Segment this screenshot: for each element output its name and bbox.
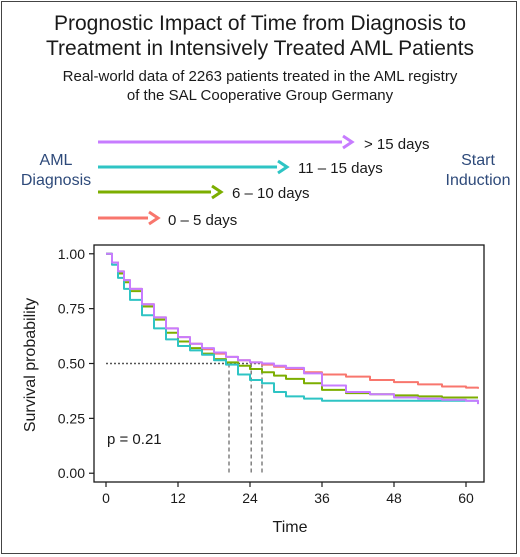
arrow-label-6-10: 6 – 10 days [232,185,310,202]
arrow-head-2 [211,184,224,200]
arrow-label-11-15: 11 – 15 days [298,160,383,177]
p-value-annotation: p = 0.21 [107,431,162,448]
start-induction-label-line-1: Start [461,152,495,169]
aml-diagnosis-label-line-1: AML [39,152,73,169]
arrow-head-3 [148,210,161,226]
chart-subtitle-line-2: of the SAL Cooperative Group Germany [126,87,394,104]
y-tick-label: 1.00 [58,246,85,262]
series-line-2 [106,252,478,402]
start-induction-label: Start Induction [438,151,518,191]
x-tick-label: 36 [314,490,330,506]
y-tick-label: 0.25 [58,410,85,426]
y-tick-label: 0.50 [58,356,85,372]
arrow-label-gt15: > 15 days [364,136,430,153]
arrow-head-1 [277,159,290,175]
y-axis-title: Survival probability [22,298,39,432]
chart-title-line-1: Prognostic Impact of Time from Diagnosis… [54,12,466,35]
chart-title-line-2: Treatment in Intensively Treated AML Pat… [46,37,474,60]
arrow-head-0 [342,134,355,150]
chart-subtitle-line-1: Real-world data of 2263 patients treated… [62,68,458,85]
y-tick-label: 0.75 [58,301,85,317]
x-tick-label: 48 [386,490,402,506]
x-tick-label: 12 [170,490,186,506]
x-axis-title: Time [273,519,308,536]
x-tick-label: 24 [242,490,258,506]
aml-diagnosis-label: AML Diagnosis [18,151,94,191]
x-tick-label: 60 [458,490,474,506]
aml-diagnosis-label-line-2: Diagnosis [20,172,92,189]
x-tick-label: 0 [102,490,110,506]
arrow-label-0-5: 0 – 5 days [168,212,238,229]
y-tick-label: 0.00 [58,465,85,481]
series-line-1 [106,252,478,399]
series-line-3 [106,252,479,405]
start-induction-label-line-2: Induction [445,172,511,189]
